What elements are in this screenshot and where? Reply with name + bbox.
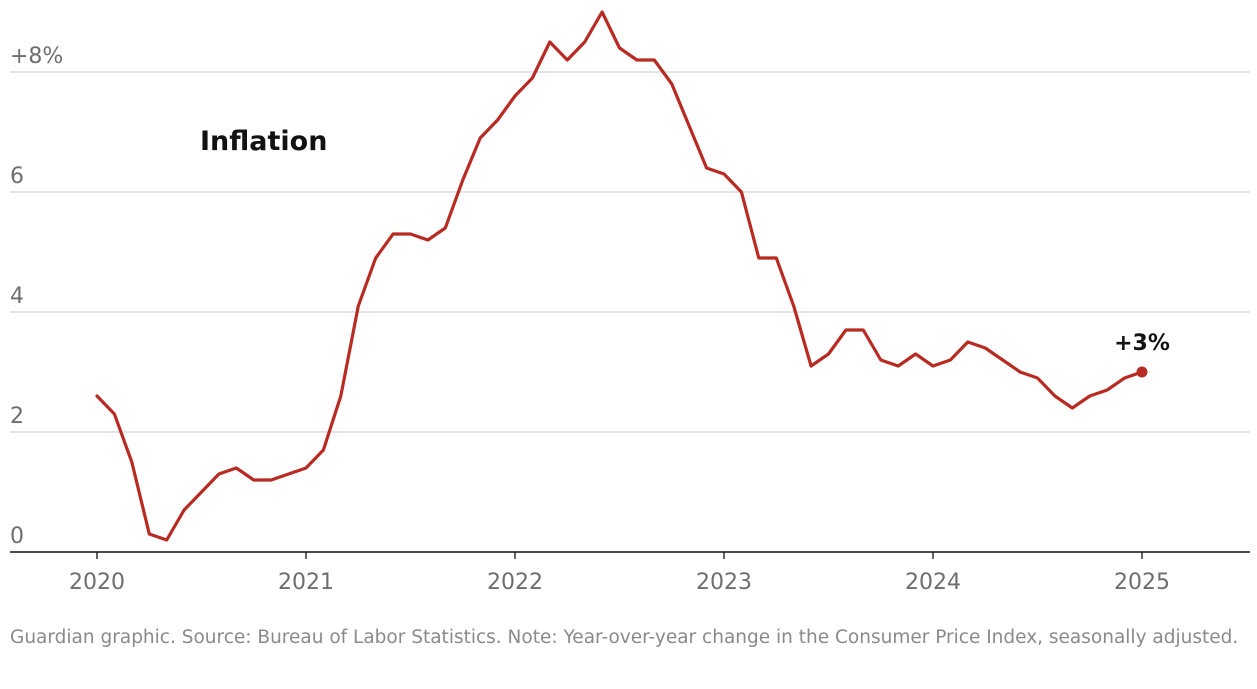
data-point-2024-03: [966, 340, 970, 344]
data-point-2020-05: [165, 538, 169, 542]
y-tick-label: +8%: [10, 44, 63, 69]
x-tick-label: 2020: [69, 570, 125, 595]
x-tick-label: 2025: [1114, 570, 1170, 595]
data-point-2023-01: [722, 172, 726, 176]
data-point-2022-10: [670, 82, 674, 86]
data-point-2020-07: [200, 490, 204, 494]
data-point-2024-07: [1036, 376, 1040, 380]
end-value-label: +3%: [1114, 331, 1170, 356]
data-point-2022-03: [548, 40, 552, 44]
data-point-2021-11: [478, 136, 482, 140]
data-point-2022-04: [565, 58, 569, 62]
y-tick-label: 2: [10, 404, 24, 429]
gridlines: [10, 71, 1250, 433]
data-point-2024-12: [1123, 376, 1127, 380]
data-point-2023-10: [879, 358, 883, 362]
data-point-2020-06: [182, 508, 186, 512]
data-points: [95, 10, 1144, 542]
data-point-2022-01: [513, 94, 517, 98]
data-point-2023-06: [809, 364, 813, 368]
data-point-2023-09: [861, 328, 865, 332]
data-point-2021-12: [496, 118, 500, 122]
series-line-inflation: [95, 10, 1144, 542]
data-point-2020-10: [252, 478, 256, 482]
data-point-2021-03: [339, 394, 343, 398]
data-point-2023-05: [792, 304, 796, 308]
x-tick-label: 2024: [905, 570, 961, 595]
data-point-2023-02: [739, 190, 743, 194]
data-point-2024-06: [1018, 370, 1022, 374]
data-point-2020-12: [287, 472, 291, 476]
data-point-2020-11: [269, 478, 273, 482]
data-point-2020-02: [112, 412, 116, 416]
chart-title: Inflation: [200, 126, 327, 157]
inflation-chart: 0 2 4 6 +8% 2020 2021 2022 2023 2024 2025 Inflati…: [10, 10, 1250, 595]
data-point-2021-01: [304, 466, 308, 470]
data-point-2022-06: [600, 10, 604, 14]
data-point-2023-03: [757, 256, 761, 260]
data-point-2020-09: [234, 466, 238, 470]
data-point-2022-02: [530, 76, 534, 80]
end-point-marker: [1136, 366, 1148, 378]
data-point-2021-06: [391, 232, 395, 236]
data-point-2024-08: [1053, 394, 1057, 398]
data-point-2022-05: [583, 40, 587, 44]
data-point-2021-09: [443, 226, 447, 230]
y-tick-label: 4: [10, 284, 24, 309]
data-point-2020-03: [130, 460, 134, 464]
data-point-2024-11: [1105, 388, 1109, 392]
data-point-2020-04: [147, 532, 151, 536]
data-point-2024-05: [1001, 358, 1005, 362]
x-tick-label: 2021: [278, 570, 334, 595]
data-point-2021-08: [426, 238, 430, 242]
data-point-2022-07: [618, 46, 622, 50]
data-point-2023-12: [914, 352, 918, 356]
data-point-2021-10: [461, 178, 465, 182]
x-tick-labels: 2020 2021 2022 2023 2024 2025: [69, 552, 1170, 595]
data-point-2023-08: [844, 328, 848, 332]
y-tick-labels: 0 2 4 6 +8%: [10, 44, 63, 549]
data-point-2021-04: [356, 304, 360, 308]
data-point-2024-01: [931, 364, 935, 368]
data-point-2020-01: [95, 394, 99, 398]
data-point-2023-07: [827, 352, 831, 356]
data-point-2024-04: [983, 346, 987, 350]
x-tick-label: 2023: [696, 570, 752, 595]
data-point-2022-09: [652, 58, 656, 62]
data-point-2023-11: [896, 364, 900, 368]
data-point-2024-09: [1070, 406, 1074, 410]
data-point-2020-08: [217, 472, 221, 476]
data-point-2021-07: [409, 232, 413, 236]
data-point-2024-10: [1088, 394, 1092, 398]
data-point-2021-05: [374, 256, 378, 260]
data-point-2024-02: [948, 358, 952, 362]
x-tick-label: 2022: [487, 570, 543, 595]
data-point-2021-02: [321, 448, 325, 452]
y-tick-label: 0: [10, 524, 24, 549]
data-point-2022-12: [705, 166, 709, 170]
data-point-2022-08: [635, 58, 639, 62]
source-note: Guardian graphic. Source: Bureau of Labo…: [10, 627, 1239, 648]
data-point-2023-04: [774, 256, 778, 260]
y-tick-label: 6: [10, 164, 24, 189]
data-point-2022-11: [687, 124, 691, 128]
